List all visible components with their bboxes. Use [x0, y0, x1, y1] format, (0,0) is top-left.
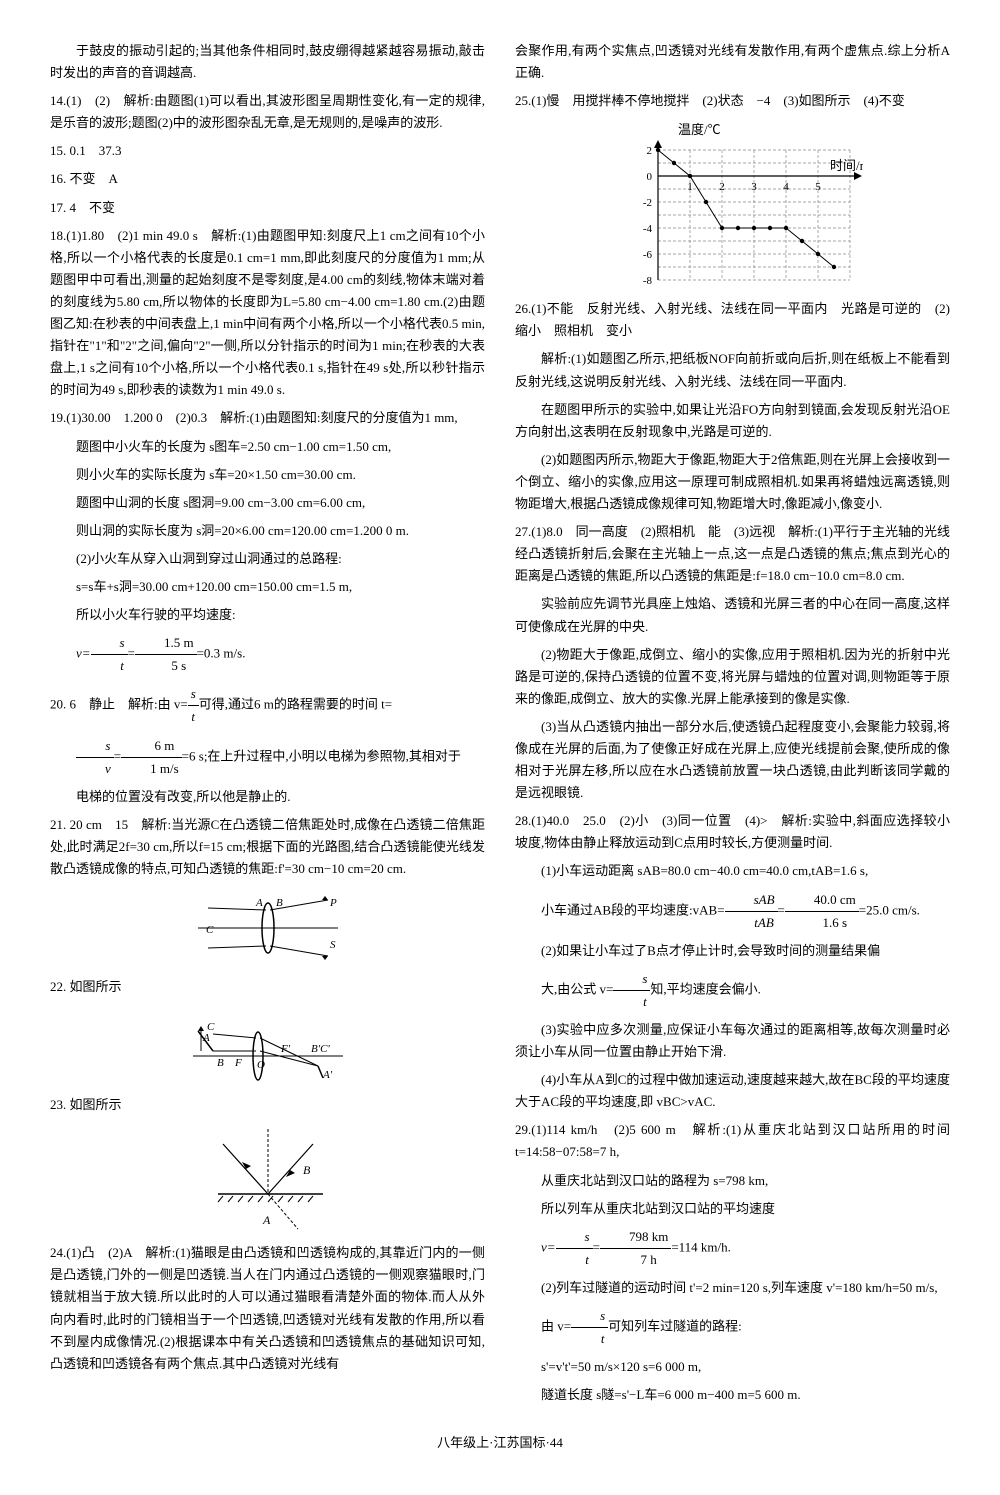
q28b: (1)小车运动距离 sAB=80.0 cm−40.0 cm=40.0 cm,tA…: [515, 860, 950, 882]
svg-text:S: S: [330, 939, 336, 951]
q20a: 20. 6 静止 解析:由 v=st可得,通过6 m的路程需要的时间 t=: [50, 683, 485, 728]
q23: 23. 如图所示: [50, 1094, 485, 1116]
svg-text:P: P: [329, 897, 337, 909]
q19f: (2)小火车从穿入山洞到穿过山洞通过的总路程:: [50, 548, 485, 570]
q26c: 在题图甲所示的实验中,如果让光沿FO方向射到镜面,会发现反射光沿OE方向射出,这…: [515, 399, 950, 443]
q27c: (2)物距大于像距,成倒立、缩小的实像,应用于照相机.因为光的折射中光路是可逆的…: [515, 644, 950, 710]
q25-chart: 温度/℃ 2 0 -2 -4 -6 -8 1 2 3 4 5 时间/min: [515, 120, 950, 290]
q19d: 题图中山洞的长度 s图洞=9.00 cm−3.00 cm=6.00 cm,: [50, 492, 485, 514]
svg-text:1: 1: [687, 181, 693, 193]
q28d: (2)如果让小车过了B点才停止计时,会导致时间的测量结果偏: [515, 940, 950, 962]
svg-text:B: B: [303, 1163, 311, 1177]
q19g: s=s车+s洞=30.00 cm+120.00 cm=150.00 cm=1.5…: [50, 576, 485, 598]
right-column: 会聚作用,有两个实焦点,凹透镜对光线有发散作用,有两个虚焦点.综上分析A正确. …: [515, 40, 950, 1412]
svg-text:A': A': [322, 1069, 333, 1081]
svg-text:5: 5: [815, 181, 821, 193]
q21-figure: C A B P S: [50, 888, 485, 968]
svg-text:温度/℃: 温度/℃: [678, 122, 721, 137]
svg-text:-2: -2: [642, 197, 651, 209]
page-footer: 八年级上·江苏国标·44: [50, 1432, 950, 1454]
q29g: 隧道长度 s隧=s'−L车=6 000 m−400 m=5 600 m.: [515, 1384, 950, 1406]
q19b: 题图中小火车的长度为 s图车=2.50 cm−1.00 cm=1.50 cm,: [50, 436, 485, 458]
q28g: (4)小车从A到C的过程中做加速运动,速度越来越大,故在BC段的平均速度大于AC…: [515, 1069, 950, 1113]
q19a: 19.(1)30.00 1.200 0 (2)0.3 解析:(1)由题图知:刻度…: [50, 407, 485, 429]
q20b: 电梯的位置没有改变,所以他是静止的.: [50, 786, 485, 808]
svg-text:-6: -6: [642, 249, 652, 261]
q28f: (3)实验中应多次测量,应保证小车每次通过的距离相等,故每次测量时必须让小车从同…: [515, 1019, 950, 1063]
q27a: 27.(1)8.0 同一高度 (2)照相机 能 (3)远视 解析:(1)平行于主…: [515, 521, 950, 587]
svg-text:A: A: [255, 897, 263, 909]
q26a: 26.(1)不能 反射光线、入射光线、法线在同一平面内 光路是可逆的 (2)缩小…: [515, 298, 950, 342]
q21: 21. 20 cm 15 解析:当光源C在凸透镜二倍焦距处时,成像在凸透镜二倍焦…: [50, 814, 485, 880]
svg-text:A: A: [262, 1213, 271, 1227]
q19h: 所以小火车行驶的平均速度:: [50, 604, 485, 626]
q16: 16. 不变 A: [50, 168, 485, 190]
svg-text:4: 4: [783, 181, 789, 193]
svg-text:2: 2: [646, 145, 652, 157]
svg-text:B'C': B'C': [311, 1043, 330, 1055]
q26d: (2)如题图丙所示,物距大于像距,物距大于2倍焦距,则在光屏上会接收到一个倒立、…: [515, 449, 950, 515]
q22-figure: C B F O F' B'C' A' A: [50, 1006, 485, 1086]
q20f2: sv=6 m1 m/s=6 s;在上升过程中,小明以电梯为参照物,其相对于: [50, 735, 485, 780]
q25a: 25.(1)慢 用搅拌棒不停地搅拌 (2)状态 −4 (3)如图所示 (4)不变: [515, 90, 950, 112]
svg-text:A: A: [202, 1032, 210, 1044]
svg-text:-4: -4: [642, 223, 652, 235]
q15: 15. 0.1 37.3: [50, 140, 485, 162]
svg-text:0: 0: [646, 171, 652, 183]
q28c: 小车通过AB段的平均速度:vAB=sABtAB=40.0 cm1.6 s=25.…: [515, 889, 950, 934]
q29a: 29.(1)114 km/h (2)5 600 m 解析:(1)从重庆北站到汉口…: [515, 1119, 950, 1163]
q24-cont: 会聚作用,有两个实焦点,凹透镜对光线有发散作用,有两个虚焦点.综上分析A正确.: [515, 40, 950, 84]
q27d: (3)当从凸透镜内抽出一部分水后,使透镜凸起程度变小,会聚能力较弱,将像成在光屏…: [515, 716, 950, 804]
q29f: s'=v't'=50 m/s×120 s=6 000 m,: [515, 1356, 950, 1378]
q24: 24.(1)凸 (2)A 解析:(1)猫眼是由凸透镜和凹透镜构成的,其靠近门内的…: [50, 1242, 485, 1375]
q19e: 则山洞的实际长度为 s洞=20×6.00 cm=120.00 cm=1.200 …: [50, 520, 485, 542]
q17: 17. 4 不变: [50, 197, 485, 219]
q23-figure: A B: [50, 1124, 485, 1234]
q22: 22. 如图所示: [50, 976, 485, 998]
left-column: 于鼓皮的振动引起的;当其他条件相同时,鼓皮绷得越紧越容易振动,敲击时发出的声音的…: [50, 40, 485, 1412]
q29c: 所以列车从重庆北站到汉口站的平均速度: [515, 1198, 950, 1220]
svg-text:时间/min: 时间/min: [830, 158, 863, 173]
svg-text:2: 2: [719, 181, 725, 193]
svg-text:C: C: [206, 924, 214, 936]
q18: 18.(1)1.80 (2)1 min 49.0 s 解析:(1)由题图甲知:刻…: [50, 225, 485, 402]
q13-cont: 于鼓皮的振动引起的;当其他条件相同时,鼓皮绷得越紧越容易振动,敲击时发出的声音的…: [50, 40, 485, 84]
q29d: (2)列车过隧道的运动时间 t'=2 min=120 s,列车速度 v'=180…: [515, 1277, 950, 1299]
svg-text:3: 3: [751, 181, 757, 193]
q14: 14.(1) (2) 解析:由题图(1)可以看出,其波形图呈周期性变化,有一定的…: [50, 90, 485, 134]
q29b: 从重庆北站到汉口站的路程为 s=798 km,: [515, 1170, 950, 1192]
svg-text:B: B: [276, 897, 283, 909]
q26b: 解析:(1)如题图乙所示,把纸板NOF向前折或向后折,则在纸板上不能看到反射光线…: [515, 348, 950, 392]
svg-text:F': F': [280, 1043, 291, 1055]
q28e: 大,由公式 v=st知,平均速度会偏小.: [515, 968, 950, 1013]
q29e: 由 v=st可知列车过隧道的路程:: [515, 1305, 950, 1350]
svg-text:B: B: [217, 1057, 224, 1069]
q28a: 28.(1)40.0 25.0 (2)小 (3)同一位置 (4)> 解析:实验中…: [515, 810, 950, 854]
q27b: 实验前应先调节光具座上烛焰、透镜和光屏三者的中心在同一高度,这样可使像成在光屏的…: [515, 593, 950, 637]
svg-text:O: O: [257, 1059, 265, 1071]
q19c: 则小火车的实际长度为 s车=20×1.50 cm=30.00 cm.: [50, 464, 485, 486]
svg-text:F: F: [234, 1057, 242, 1069]
q19v: v=st=1.5 m5 s=0.3 m/s.: [50, 632, 485, 677]
q29v: v=st=798 km7 h=114 km/h.: [515, 1226, 950, 1271]
svg-text:-8: -8: [642, 275, 652, 287]
